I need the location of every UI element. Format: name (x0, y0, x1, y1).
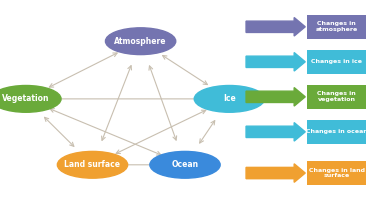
Ellipse shape (57, 151, 128, 178)
FancyArrow shape (246, 18, 305, 36)
Ellipse shape (194, 85, 265, 112)
Text: Ice: Ice (223, 94, 236, 103)
FancyArrow shape (246, 123, 305, 141)
FancyBboxPatch shape (307, 85, 366, 109)
FancyArrow shape (246, 164, 305, 182)
Text: Changes in ocean: Changes in ocean (306, 129, 367, 134)
FancyBboxPatch shape (307, 15, 366, 39)
Text: Changes in
atmosphere: Changes in atmosphere (316, 21, 358, 32)
Text: Atmosphere: Atmosphere (114, 37, 167, 46)
Text: Changes in ice: Changes in ice (311, 59, 362, 64)
FancyArrow shape (246, 88, 305, 106)
Ellipse shape (150, 151, 220, 178)
Ellipse shape (105, 28, 176, 55)
Text: Ocean: Ocean (171, 160, 199, 169)
Text: Changes in
vegetation: Changes in vegetation (317, 91, 356, 102)
FancyBboxPatch shape (307, 50, 366, 74)
Text: Changes in land
surface: Changes in land surface (309, 168, 365, 178)
FancyBboxPatch shape (307, 120, 366, 144)
FancyBboxPatch shape (307, 161, 366, 185)
Ellipse shape (0, 85, 61, 112)
FancyArrow shape (246, 53, 305, 71)
Text: Vegetation: Vegetation (2, 94, 50, 103)
Text: Land surface: Land surface (64, 160, 121, 169)
